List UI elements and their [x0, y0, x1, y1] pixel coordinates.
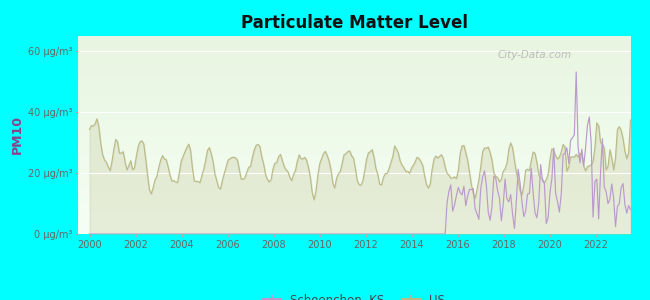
Title: Particulate Matter Level: Particulate Matter Level — [240, 14, 468, 32]
Y-axis label: PM10: PM10 — [10, 116, 23, 154]
Text: City-Data.com: City-Data.com — [498, 50, 572, 60]
Legend: Schoenchen, KS, US: Schoenchen, KS, US — [259, 289, 450, 300]
